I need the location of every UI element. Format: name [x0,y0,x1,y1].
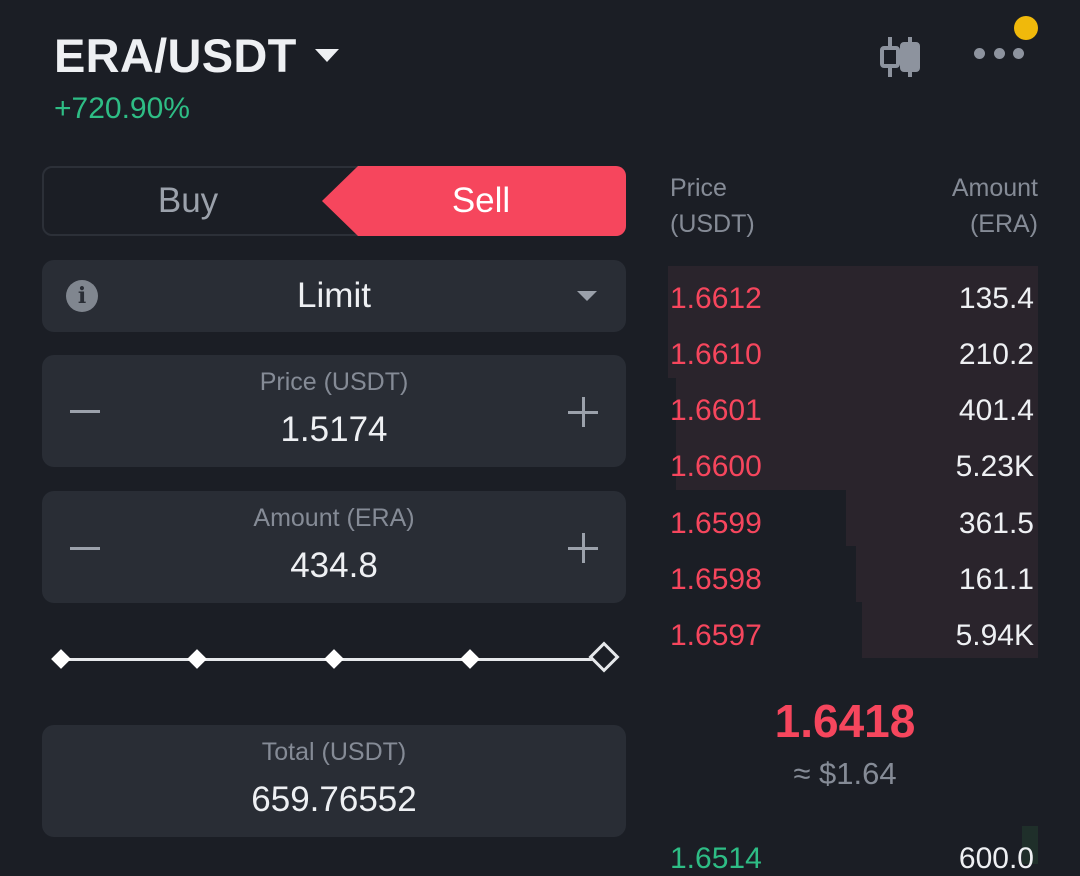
order-type-selector[interactable] [42,260,626,332]
amount-header-line2: (ERA) [969,210,1038,238]
bid-price[interactable]: 1.6514 [670,842,762,875]
dot [993,48,1005,59]
ask-amount[interactable]: 5.23K [955,450,1034,483]
last-price[interactable]: 1.6418 [774,695,916,747]
orderbook-price-header: Price (USDT) [670,170,755,242]
ask-price[interactable]: 1.6612 [670,282,762,315]
ask-depth-bar [856,546,1038,602]
price-increment-button[interactable] [568,397,598,427]
caret-down-icon [314,49,339,62]
total-input[interactable]: 659.76552 [251,780,417,819]
slider-handle[interactable] [588,641,620,673]
ask-price[interactable]: 1.6597 [670,619,762,652]
ask-amount[interactable]: 161.1 [958,563,1034,596]
ask-amount[interactable]: 5.94K [955,619,1034,652]
price-decrement-button[interactable] [70,410,100,413]
orderbook-amount-header: Amount (ERA) [952,170,1038,242]
price-input[interactable]: 1.5174 [280,410,388,449]
ask-depth-bar [846,490,1038,546]
ask-depth-bar [862,602,1038,658]
ask-price[interactable]: 1.6610 [670,338,762,371]
sell-tab[interactable]: Sell [322,166,626,236]
amount-field-label: Amount (ERA) [253,504,415,532]
dot [974,48,985,59]
price-header-line1: Price [670,174,727,202]
buy-tab[interactable]: Buy [157,181,219,220]
amount-decrement-button[interactable] [70,547,100,550]
price-change-percent: +720.90% [54,92,190,125]
ask-price[interactable]: 1.6600 [670,450,762,483]
caret-down-icon [577,291,597,301]
amount-header-line1: Amount [951,174,1038,202]
slider-stop-75[interactable] [460,649,480,669]
total-field-label: Total (USDT) [261,738,407,766]
bid-amount[interactable]: 600.0 [958,842,1034,875]
pair-selector[interactable]: ERA/USDT [54,28,339,83]
amount-field[interactable] [42,491,626,603]
dot [1013,48,1024,59]
ask-depth-bar [676,378,1038,490]
amount-input[interactable]: 434.8 [290,546,378,585]
ask-amount[interactable]: 361.5 [958,507,1034,540]
price-header-line2: (USDT) [670,210,755,238]
total-field[interactable] [42,725,626,837]
ask-amount[interactable]: 210.2 [958,338,1034,371]
slider-stop-50[interactable] [324,649,344,669]
ask-depth-bar [668,266,1038,378]
ask-price[interactable]: 1.6601 [670,394,762,427]
info-icon[interactable]: i [66,280,98,312]
price-field-label: Price (USDT) [259,368,409,396]
price-field[interactable] [42,355,626,467]
slider-stop-0[interactable] [51,649,71,669]
ask-price[interactable]: 1.6599 [670,507,762,540]
ask-amount[interactable]: 401.4 [958,394,1034,427]
order-type-label: Limit [297,276,371,315]
pair-title: ERA/USDT [54,29,297,82]
slider-stop-25[interactable] [187,649,207,669]
notification-badge [1014,16,1038,40]
ask-price[interactable]: 1.6598 [670,563,762,596]
candlestick-icon[interactable] [876,34,924,80]
bid-depth-bar [1022,826,1038,864]
ask-amount[interactable]: 135.4 [958,282,1034,315]
more-icon[interactable] [974,48,1024,64]
last-price-usd: ≈ $1.64 [793,756,897,791]
amount-increment-button[interactable] [568,533,598,563]
